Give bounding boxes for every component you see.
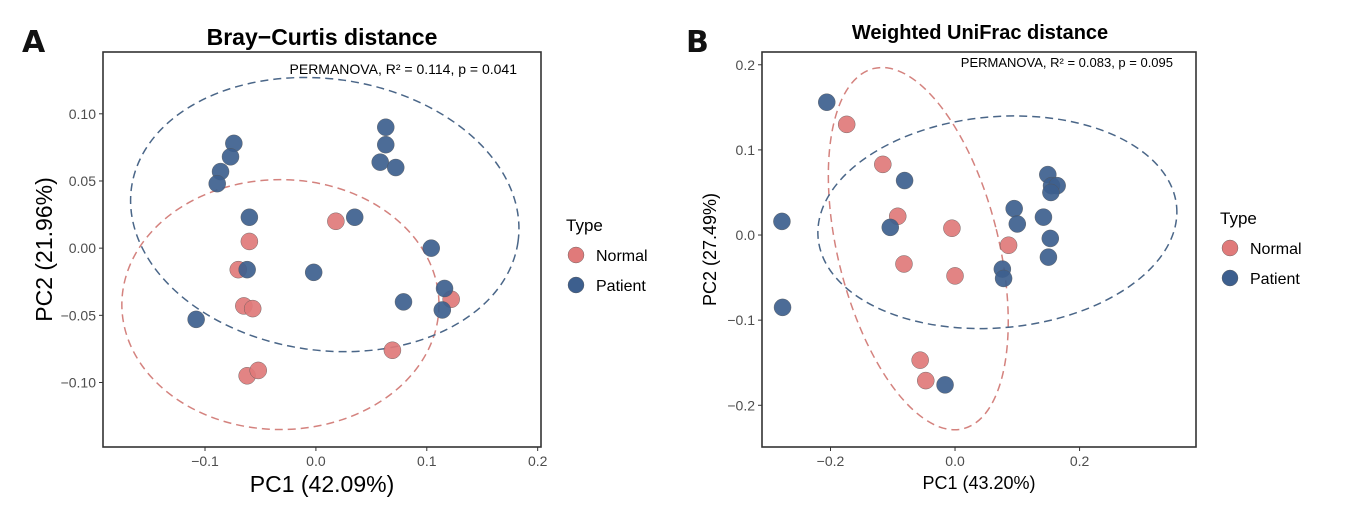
x-tick-label: 0.0 <box>306 453 326 469</box>
patient-point <box>773 212 791 231</box>
legend: Type Normal Patient <box>1220 209 1302 288</box>
normal-ellipse <box>121 178 440 431</box>
y-tick-label: −0.10 <box>61 375 97 391</box>
normal-point <box>327 212 345 230</box>
patient-point <box>936 376 954 394</box>
patient-point <box>304 263 323 282</box>
panel-letter: B <box>686 25 709 60</box>
patient-point <box>377 118 395 136</box>
permanova-annotation: PERMANOVA, R² = 0.114, p = 0.041 <box>290 61 518 77</box>
normal-point <box>895 255 913 273</box>
chart-title: Weighted UniFrac distance <box>852 22 1108 44</box>
legend-key-normal <box>567 246 585 264</box>
patient-point <box>238 260 256 279</box>
y-tick-label: 0.10 <box>69 106 96 122</box>
patient-ellipse <box>129 76 520 353</box>
permanova-annotation: PERMANOVA, R² = 0.083, p = 0.095 <box>961 55 1173 70</box>
patient-point <box>1008 215 1026 233</box>
patient-point <box>221 148 240 166</box>
patient-point <box>1034 208 1053 226</box>
chart-title: Bray−Curtis distance <box>207 24 438 50</box>
patient-point <box>387 158 405 177</box>
legend-label-patient: Patient <box>1250 271 1300 288</box>
patient-point <box>394 293 413 311</box>
normal-point <box>946 267 964 285</box>
patient-point <box>371 153 389 171</box>
patient-point <box>433 301 452 319</box>
panel-letter: A <box>22 25 46 60</box>
plot-frame <box>102 51 542 448</box>
normal-point <box>917 371 935 390</box>
patient-point <box>994 269 1013 288</box>
x-tick-label: 0.0 <box>945 453 965 469</box>
y-tick-label: −0.05 <box>61 307 97 323</box>
normal-point <box>240 232 259 251</box>
normal-point <box>999 236 1018 254</box>
panel-a: A Bray−Curtis distance −0.1 0.0 0.1 0.2 0.10 0.… <box>22 24 648 497</box>
legend-label-normal: Normal <box>1250 241 1302 258</box>
patient-point <box>818 93 836 111</box>
y-tick-label: 0.1 <box>736 142 756 158</box>
y-tick-label: 0.0 <box>736 227 756 243</box>
patient-point <box>895 171 914 190</box>
legend: Type Normal Patient <box>566 216 648 295</box>
normal-point <box>874 155 892 174</box>
x-tick-label: 0.1 <box>417 453 437 469</box>
normal-point <box>943 219 961 237</box>
patient-point <box>1042 183 1060 202</box>
y-tick-label: 0.2 <box>736 57 756 73</box>
normal-point <box>249 361 267 380</box>
y-axis-label: PC2 (21.96%) <box>31 177 57 321</box>
patient-point <box>1041 229 1059 248</box>
patient-ellipse <box>817 115 1178 330</box>
patient-point <box>377 136 395 154</box>
patient-point <box>1005 199 1023 218</box>
legend-key-patient <box>567 276 585 294</box>
normal-point <box>243 299 262 318</box>
normal-point <box>383 341 402 359</box>
x-axis-label: PC1 (43.20%) <box>922 473 1035 493</box>
patient-point <box>435 279 454 298</box>
patient-point <box>187 310 205 329</box>
x-tick-label: 0.2 <box>528 453 548 469</box>
legend-label-patient: Patient <box>596 278 646 295</box>
y-tick-label: 0.05 <box>69 173 96 189</box>
y-tick-label: 0.00 <box>69 240 96 256</box>
legend-title: Type <box>1220 209 1257 228</box>
legend-key-normal <box>1221 239 1239 257</box>
patient-point <box>422 239 440 257</box>
patient-point <box>1039 248 1058 266</box>
x-tick-label: −0.2 <box>817 453 845 469</box>
normal-point <box>837 115 856 134</box>
panel-b: B Weighted UniFrac distance −0.2 0.0 0.2 0.2 0… <box>686 22 1302 493</box>
x-tick-label: 0.2 <box>1070 453 1090 469</box>
patient-point <box>773 298 792 317</box>
legend-key-patient <box>1221 269 1239 287</box>
y-axis-label: PC2 (27.49%) <box>700 193 720 306</box>
legend-title: Type <box>566 216 603 235</box>
patient-point <box>208 174 226 193</box>
normal-point <box>911 351 929 369</box>
x-axis-label: PC1 (42.09%) <box>250 471 394 497</box>
plot-frame <box>761 51 1197 448</box>
legend-label-normal: Normal <box>596 248 648 265</box>
patient-point <box>240 208 259 226</box>
patient-point <box>881 218 899 237</box>
y-tick-label: −0.2 <box>727 397 755 413</box>
patient-point <box>346 208 364 226</box>
x-tick-label: −0.1 <box>191 453 219 469</box>
y-tick-label: −0.1 <box>727 312 755 328</box>
normal-ellipse <box>827 66 1009 431</box>
